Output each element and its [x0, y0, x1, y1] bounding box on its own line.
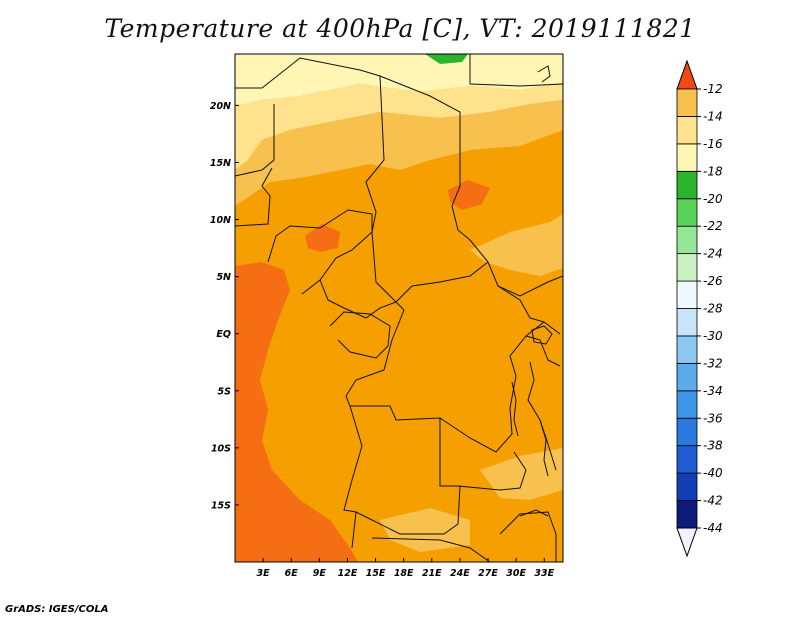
- boundary-line: [457, 451, 527, 491]
- colorbar-label: -18: [703, 164, 723, 178]
- boundary-line: [267, 209, 373, 295]
- lake-outline: [511, 381, 519, 437]
- y-tick-label: 20N: [210, 101, 231, 112]
- x-tick-label: 33E: [534, 568, 554, 579]
- colorbar-label: -42: [703, 494, 723, 508]
- country-boundaries: [235, 54, 563, 562]
- lake-outline: [537, 65, 551, 83]
- boundary-line: [343, 405, 363, 513]
- colorbar-swatch: [676, 417, 698, 447]
- field-patch-green: [425, 54, 468, 64]
- field-patch-south: [380, 508, 470, 552]
- x-tick-label: 6E: [285, 568, 299, 579]
- colorbar-swatch: [676, 445, 698, 474]
- y-tick-label: EQ: [216, 329, 231, 340]
- field-patch-east: [470, 214, 563, 276]
- boundary-line: [469, 54, 563, 87]
- boundary-line: [497, 285, 545, 323]
- y-tick-label: 15S: [211, 500, 231, 511]
- colorbar-label: -16: [703, 137, 723, 151]
- colorbar-label: -22: [703, 219, 723, 233]
- field-patch-nigeria: [305, 224, 340, 252]
- boundary-line: [329, 311, 391, 359]
- colorbar-swatch: [676, 116, 698, 145]
- boundary-line: [345, 301, 461, 549]
- x-tick-label: 21E: [422, 568, 442, 579]
- field-band-light-orange: [235, 100, 563, 206]
- colorbar-label: -44: [703, 521, 723, 535]
- boundary-line: [235, 57, 563, 297]
- lake-outline: [519, 509, 549, 517]
- colorbar-swatch: [676, 280, 698, 309]
- colorbar-swatch: [676, 225, 698, 255]
- map-frame: [234, 53, 564, 563]
- boundary-line: [371, 537, 491, 562]
- colorbar-swatch: [676, 170, 698, 200]
- colorbar-label: -38: [703, 439, 723, 453]
- y-tick-label: 10N: [210, 215, 231, 226]
- colorbar-swatch: [676, 198, 698, 227]
- x-tick-label: 27E: [478, 568, 498, 579]
- colorbar-swatch: [676, 308, 698, 337]
- lake-outline: [531, 325, 553, 345]
- colorbar-label: -14: [703, 109, 723, 123]
- colorbar-extend-high: [676, 59, 698, 90]
- x-tick-label: 3E: [257, 568, 271, 579]
- colorbar-label: -24: [703, 247, 723, 261]
- colorbar-label: -30: [703, 329, 723, 343]
- colorbar-label: -32: [703, 356, 723, 370]
- x-tick-label: 18E: [394, 568, 414, 579]
- colorbar-label: -20: [703, 192, 723, 206]
- lake-outline: [539, 419, 549, 477]
- boundary-line: [371, 231, 489, 303]
- colorbar-label: -12: [703, 82, 723, 96]
- colorbar-swatch: [676, 88, 698, 117]
- colorbar-extend-low: [676, 527, 698, 558]
- y-tick-label: 10S: [211, 443, 231, 454]
- field-patch-southeast: [480, 448, 563, 500]
- boundary-line: [235, 104, 275, 177]
- x-tick-label: 9E: [313, 568, 327, 579]
- colorbar-swatch: [676, 472, 698, 501]
- boundary-line: [235, 167, 273, 227]
- colorbar-swatch: [676, 362, 698, 392]
- boundary-line: [365, 75, 385, 233]
- x-tick-label: 15E: [366, 568, 386, 579]
- colorbar-label: -28: [703, 302, 723, 316]
- field-band-light-north: [235, 54, 563, 106]
- x-tick-label: 12E: [338, 568, 358, 579]
- y-tick-label: 5S: [218, 386, 232, 397]
- x-tick-label: 30E: [506, 568, 526, 579]
- x-axis: 3E 6E 9E 12E 15E 18E 21E 24E 27E 30E 33E: [257, 558, 555, 579]
- colorbar-label: -36: [703, 411, 723, 425]
- boundary-line: [527, 361, 557, 471]
- colorbar-label: -26: [703, 274, 723, 288]
- colorbar-swatch: [676, 143, 698, 172]
- boundary-line: [499, 511, 557, 562]
- field-patch-sudan: [448, 180, 490, 210]
- x-tick-label: 24E: [450, 568, 470, 579]
- credit-text: GrADS: IGES/COLA: [5, 604, 109, 615]
- field-band-yellow: [235, 82, 563, 170]
- colorbar: -44 -42 -40 -38 -36 -34 -32 -30 -28 -26 -24 -22 -20 -…: [676, 59, 723, 558]
- y-tick-label: 5N: [216, 272, 231, 283]
- colorbar-label: -40: [703, 466, 723, 480]
- field-coastal-warm: [235, 262, 358, 562]
- colorbar-swatch: [676, 253, 698, 282]
- temperature-field: [235, 54, 563, 562]
- colorbar-swatch: [676, 390, 698, 419]
- colorbar-swatch: [676, 500, 698, 529]
- chart-title: Temperature at 400hPa [C], VT: 201911182…: [104, 14, 696, 43]
- colorbar-label: -34: [703, 384, 723, 398]
- y-tick-label: 15N: [210, 158, 231, 169]
- colorbar-swatch: [676, 335, 698, 364]
- y-axis: 20N 15N 10N 5N EQ 5S 10S 15S: [210, 101, 239, 511]
